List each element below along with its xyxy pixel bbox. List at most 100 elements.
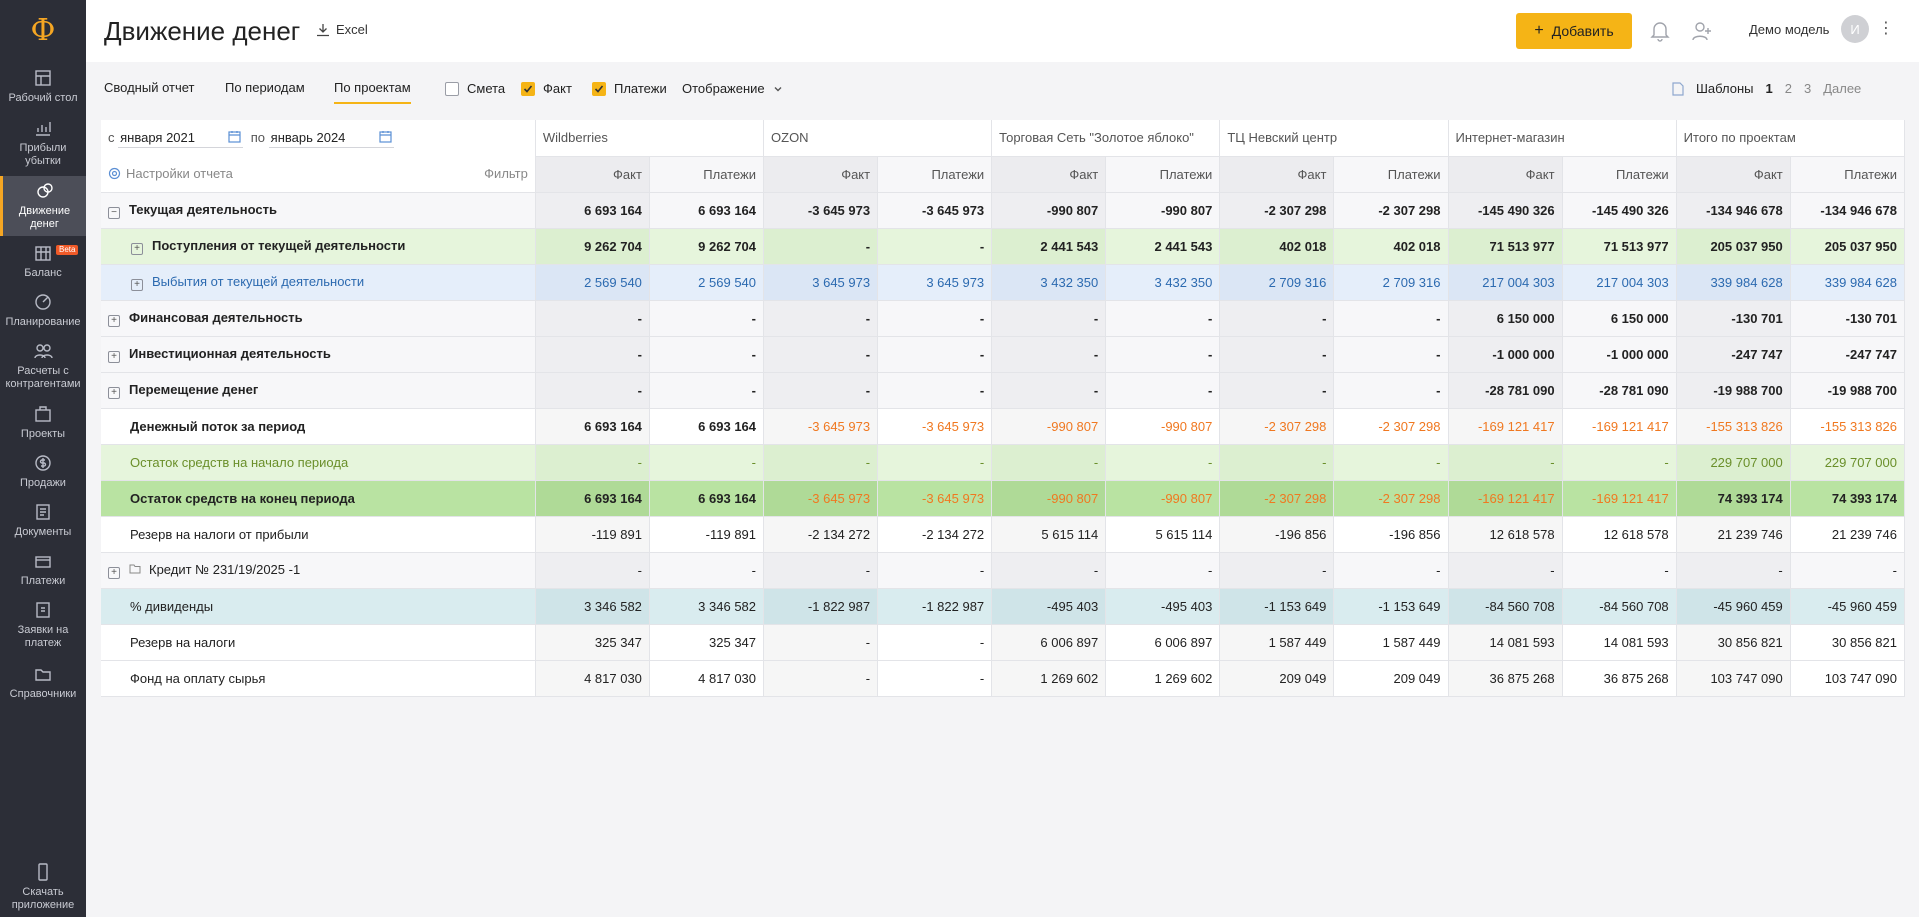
page-2[interactable]: 2: [1784, 81, 1792, 96]
value-cell[interactable]: 6 693 164: [535, 408, 650, 445]
value-cell[interactable]: -3 645 973: [877, 480, 993, 517]
value-cell[interactable]: 2 441 543: [991, 228, 1107, 265]
add-user-icon[interactable]: [1691, 20, 1713, 42]
value-cell[interactable]: 4 817 030: [649, 660, 765, 697]
value-cell[interactable]: 217 004 303: [1448, 264, 1563, 301]
value-cell[interactable]: -134 946 678: [1790, 192, 1906, 229]
value-cell[interactable]: -155 313 826: [1676, 408, 1791, 445]
value-cell[interactable]: 6 693 164: [649, 192, 765, 229]
value-cell[interactable]: -84 560 708: [1448, 588, 1563, 625]
value-cell[interactable]: -: [1105, 552, 1221, 589]
value-cell[interactable]: -: [991, 444, 1107, 481]
value-cell[interactable]: -2 134 272: [877, 516, 993, 553]
value-cell[interactable]: -145 490 326: [1562, 192, 1677, 229]
value-cell[interactable]: -: [877, 660, 993, 697]
value-cell[interactable]: -: [991, 372, 1107, 409]
value-cell[interactable]: -3 645 973: [763, 480, 879, 517]
value-cell[interactable]: -: [763, 660, 879, 697]
value-cell[interactable]: 3 432 350: [1105, 264, 1221, 301]
value-cell[interactable]: -3 645 973: [877, 192, 993, 229]
value-cell[interactable]: 2 709 316: [1219, 264, 1335, 301]
value-cell[interactable]: -169 121 417: [1448, 480, 1563, 517]
value-cell[interactable]: 205 037 950: [1676, 228, 1791, 265]
filter-button[interactable]: Фильтр: [484, 166, 528, 182]
value-cell[interactable]: -: [535, 372, 650, 409]
value-cell[interactable]: 402 018: [1333, 228, 1449, 265]
value-cell[interactable]: 3 432 350: [991, 264, 1107, 301]
value-cell[interactable]: -495 403: [991, 588, 1107, 625]
value-cell[interactable]: 6 150 000: [1448, 300, 1563, 337]
value-cell[interactable]: -119 891: [649, 516, 765, 553]
value-cell[interactable]: -: [877, 336, 993, 373]
value-cell[interactable]: 5 615 114: [991, 516, 1107, 553]
bell-icon[interactable]: [1650, 20, 1670, 42]
value-cell[interactable]: -130 701: [1790, 300, 1906, 337]
value-cell[interactable]: -: [763, 444, 879, 481]
value-cell[interactable]: 3 645 973: [763, 264, 879, 301]
value-cell[interactable]: 30 856 821: [1790, 624, 1906, 661]
value-cell[interactable]: -: [1219, 372, 1335, 409]
value-cell[interactable]: -2 307 298: [1333, 192, 1449, 229]
sidebar-item-pnl[interactable]: Прибыли убытки: [0, 118, 86, 168]
value-cell[interactable]: 36 875 268: [1448, 660, 1563, 697]
value-cell[interactable]: -130 701: [1676, 300, 1791, 337]
value-cell[interactable]: -2 307 298: [1333, 408, 1449, 445]
value-cell[interactable]: 1 269 602: [1105, 660, 1221, 697]
tab-periods[interactable]: По периодам: [225, 80, 305, 95]
value-cell[interactable]: -119 891: [535, 516, 650, 553]
value-cell[interactable]: -155 313 826: [1790, 408, 1906, 445]
value-cell[interactable]: -2 134 272: [763, 516, 879, 553]
logo[interactable]: Ф: [0, 0, 86, 62]
value-cell[interactable]: -: [1219, 300, 1335, 337]
value-cell[interactable]: 3 346 582: [535, 588, 650, 625]
tab-summary[interactable]: Сводный отчет: [104, 80, 195, 95]
sidebar-item-sales[interactable]: Продажи: [0, 453, 86, 490]
value-cell[interactable]: -: [1333, 444, 1449, 481]
sidebar-item-documents[interactable]: Документы: [0, 502, 86, 539]
value-cell[interactable]: -3 645 973: [763, 408, 879, 445]
sidebar-item-requests[interactable]: Заявки на платеж: [0, 600, 86, 650]
value-cell[interactable]: 3 346 582: [649, 588, 765, 625]
value-cell[interactable]: 6 006 897: [1105, 624, 1221, 661]
value-cell[interactable]: -1 000 000: [1448, 336, 1563, 373]
value-cell[interactable]: -2 307 298: [1219, 480, 1335, 517]
value-cell[interactable]: 2 441 543: [1105, 228, 1221, 265]
value-cell[interactable]: -: [763, 336, 879, 373]
value-cell[interactable]: 71 513 977: [1562, 228, 1677, 265]
value-cell[interactable]: -: [649, 552, 765, 589]
value-cell[interactable]: -: [763, 300, 879, 337]
value-cell[interactable]: -: [991, 552, 1107, 589]
value-cell[interactable]: -: [649, 300, 765, 337]
value-cell[interactable]: 2 569 540: [535, 264, 650, 301]
value-cell[interactable]: -19 988 700: [1676, 372, 1791, 409]
value-cell[interactable]: -: [877, 300, 993, 337]
date-to-input[interactable]: январь 2024: [268, 128, 394, 148]
value-cell[interactable]: 229 707 000: [1676, 444, 1791, 481]
expand-icon[interactable]: +: [108, 566, 120, 579]
value-cell[interactable]: 9 262 704: [649, 228, 765, 265]
value-cell[interactable]: 2 709 316: [1333, 264, 1449, 301]
value-cell[interactable]: 14 081 593: [1562, 624, 1677, 661]
value-cell[interactable]: -196 856: [1333, 516, 1449, 553]
value-cell[interactable]: -247 747: [1790, 336, 1906, 373]
value-cell[interactable]: -28 781 090: [1562, 372, 1677, 409]
value-cell[interactable]: 4 817 030: [535, 660, 650, 697]
value-cell[interactable]: 217 004 303: [1562, 264, 1677, 301]
value-cell[interactable]: 339 984 628: [1676, 264, 1791, 301]
collapse-icon[interactable]: −: [108, 206, 120, 219]
value-cell[interactable]: -: [649, 444, 765, 481]
sidebar-item-desktop[interactable]: Рабочий стол: [0, 68, 86, 105]
value-cell[interactable]: -134 946 678: [1676, 192, 1791, 229]
value-cell[interactable]: -45 960 459: [1790, 588, 1906, 625]
value-cell[interactable]: 6 150 000: [1562, 300, 1677, 337]
value-cell[interactable]: -990 807: [1105, 480, 1221, 517]
value-cell[interactable]: -: [991, 336, 1107, 373]
value-cell[interactable]: -: [877, 444, 993, 481]
value-cell[interactable]: -: [1448, 552, 1563, 589]
expand-icon[interactable]: +: [108, 350, 120, 363]
value-cell[interactable]: -990 807: [1105, 192, 1221, 229]
value-cell[interactable]: -: [763, 624, 879, 661]
value-cell[interactable]: 71 513 977: [1448, 228, 1563, 265]
value-cell[interactable]: -: [763, 228, 879, 265]
value-cell[interactable]: -: [1562, 444, 1677, 481]
